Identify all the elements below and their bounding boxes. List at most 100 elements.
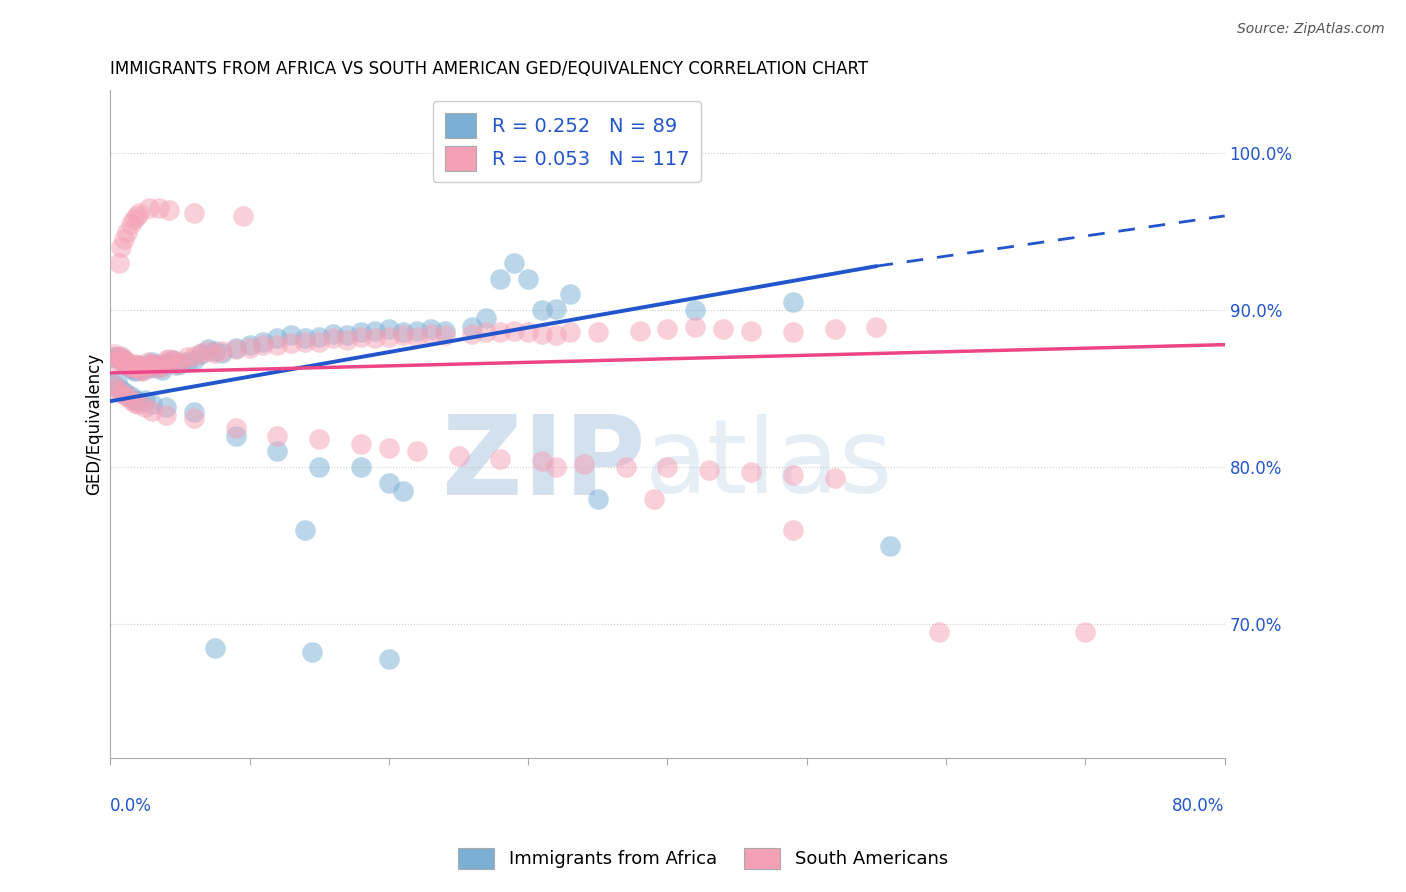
Point [405, 444, 427, 458]
Text: atlas: atlas [645, 414, 894, 515]
Point [824, 471, 846, 485]
Point [105, 382, 128, 396]
Point [176, 355, 198, 369]
Point [308, 432, 330, 446]
Point [134, 359, 156, 374]
Point [378, 330, 401, 344]
Point [266, 444, 288, 458]
Point [685, 320, 707, 334]
Point [183, 349, 205, 363]
Legend: Immigrants from Africa, South Americans: Immigrants from Africa, South Americans [451, 840, 955, 876]
Point [225, 343, 247, 357]
Point [697, 463, 720, 477]
Point [157, 351, 180, 366]
Point [128, 206, 150, 220]
Point [531, 151, 554, 165]
Point [419, 326, 441, 341]
Point [129, 361, 152, 376]
Point [148, 359, 170, 374]
Point [105, 350, 128, 364]
Point [225, 421, 247, 435]
Point [628, 324, 651, 338]
Point [118, 359, 141, 374]
Text: 80.0%: 80.0% [1173, 797, 1225, 814]
Point [108, 357, 131, 371]
Point [350, 436, 373, 450]
Point [114, 357, 136, 371]
Point [124, 396, 146, 410]
Y-axis label: GED/Equivalency: GED/Equivalency [86, 353, 103, 495]
Point [711, 322, 734, 336]
Point [685, 303, 707, 318]
Point [120, 361, 142, 376]
Point [111, 353, 134, 368]
Point [124, 357, 146, 371]
Point [544, 460, 567, 475]
Text: IMMIGRANTS FROM AFRICA VS SOUTH AMERICAN GED/EQUIVALENCY CORRELATION CHART: IMMIGRANTS FROM AFRICA VS SOUTH AMERICAN… [110, 60, 869, 78]
Point [586, 491, 609, 506]
Point [155, 357, 177, 371]
Point [503, 324, 526, 338]
Point [1074, 625, 1097, 640]
Point [489, 325, 512, 339]
Point [138, 201, 160, 215]
Point [517, 325, 540, 339]
Point [111, 351, 134, 366]
Point [782, 468, 804, 483]
Point [657, 322, 679, 336]
Point [551, 151, 574, 165]
Text: 0.0%: 0.0% [110, 797, 152, 814]
Point [280, 336, 302, 351]
Point [183, 405, 205, 419]
Point [120, 392, 142, 407]
Point [162, 353, 184, 368]
Point [211, 343, 233, 358]
Point [148, 201, 170, 215]
Point [475, 310, 498, 325]
Point [141, 355, 163, 369]
Point [105, 374, 128, 388]
Point [124, 392, 146, 407]
Point [117, 357, 139, 371]
Point [405, 330, 427, 344]
Point [419, 322, 441, 336]
Point [308, 330, 330, 344]
Point [183, 353, 205, 368]
Point [336, 333, 359, 347]
Point [120, 389, 142, 403]
Point [544, 301, 567, 316]
Point [112, 357, 135, 371]
Point [350, 325, 373, 339]
Point [280, 328, 302, 343]
Point [266, 331, 288, 345]
Point [169, 355, 191, 369]
Point [238, 341, 260, 355]
Point [538, 151, 561, 165]
Point [740, 324, 762, 338]
Point [294, 523, 316, 537]
Point [117, 357, 139, 371]
Point [150, 363, 173, 377]
Point [378, 475, 401, 490]
Point [232, 209, 254, 223]
Point [121, 361, 143, 376]
Point [266, 429, 288, 443]
Point [162, 353, 184, 368]
Point [782, 325, 804, 339]
Point [141, 357, 163, 371]
Point [125, 359, 148, 374]
Point [105, 350, 128, 364]
Point [204, 640, 226, 655]
Point [204, 345, 226, 359]
Point [266, 337, 288, 351]
Point [433, 328, 456, 343]
Point [127, 397, 149, 411]
Point [824, 322, 846, 336]
Point [294, 331, 316, 345]
Point [531, 303, 554, 318]
Point [643, 491, 665, 506]
Point [165, 357, 187, 371]
Point [103, 378, 125, 392]
Point [378, 651, 401, 665]
Point [121, 359, 143, 374]
